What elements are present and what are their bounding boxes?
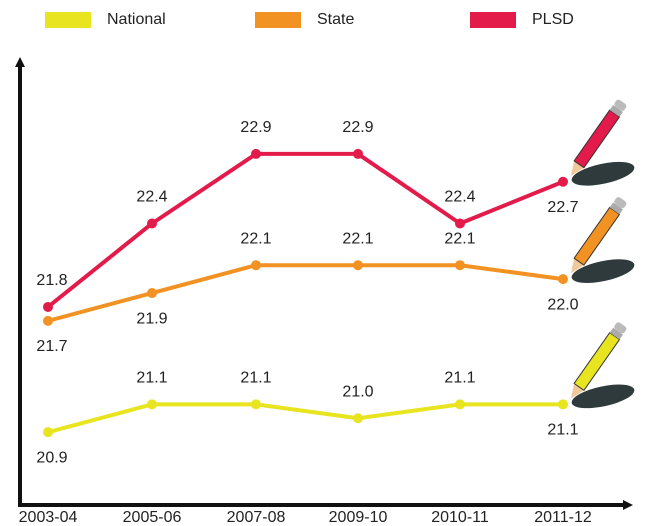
data-label: 22.9 [240, 119, 271, 136]
pencil-eraser [614, 322, 627, 334]
data-point [353, 148, 363, 159]
data-label: 22.0 [547, 296, 578, 313]
pencil-shaft [573, 206, 621, 266]
data-label: 22.9 [342, 119, 373, 136]
data-point [558, 399, 568, 410]
data-label: 21.7 [36, 338, 67, 355]
pencil-band [609, 202, 623, 215]
data-point [558, 176, 568, 187]
x-tick-label: 2003-04 [19, 509, 78, 526]
pencil-shaft [573, 331, 621, 392]
legend-swatch [470, 12, 516, 28]
pencil-tip [571, 383, 584, 399]
data-point [251, 148, 261, 159]
data-label: 22.1 [342, 230, 373, 247]
data-point [251, 260, 261, 271]
data-label: 21.1 [444, 370, 475, 387]
x-tick-label: 2005-06 [123, 509, 182, 526]
data-point [147, 218, 157, 229]
x-tick-label: 2011-12 [534, 509, 592, 526]
data-point [43, 427, 53, 438]
data-point [455, 399, 465, 410]
pencil-shadow [571, 161, 635, 186]
x-tick-label: 2010-11 [431, 509, 489, 526]
data-label: 21.1 [547, 422, 578, 439]
data-point [353, 413, 363, 424]
data-label: 22.4 [444, 189, 475, 206]
legend-swatch [45, 12, 91, 28]
pencil-shaft [573, 109, 621, 169]
data-point [558, 274, 568, 285]
pencil-body [571, 99, 627, 176]
pencil-shadow [571, 259, 635, 283]
data-point [147, 288, 157, 299]
pencil-tip [571, 258, 584, 274]
x-tick-label: 2007-08 [227, 509, 286, 526]
pencil-body [571, 322, 627, 399]
data-point [43, 301, 53, 312]
series-line [46, 151, 564, 309]
pencil-eraser [614, 197, 627, 209]
pencil-shadow [571, 384, 635, 409]
pencil-eraser [614, 99, 627, 111]
pencil [571, 99, 635, 186]
data-label: 21.0 [342, 383, 373, 400]
data-label: 21.9 [136, 310, 167, 327]
pencil-tip [571, 160, 584, 176]
data-label: 22.1 [240, 230, 271, 247]
legend-label: National [107, 11, 166, 28]
data-label: 22.4 [136, 189, 167, 206]
data-point [251, 399, 261, 410]
data-point [455, 260, 465, 271]
pencil-band [609, 327, 623, 340]
series-line [47, 402, 563, 435]
legend-label: PLSD [532, 11, 574, 28]
pencil-band [609, 105, 623, 117]
series-line [47, 263, 564, 323]
data-label: 21.8 [36, 272, 67, 289]
data-point [353, 260, 363, 271]
data-label: 21.1 [136, 370, 167, 387]
pencil [571, 322, 635, 409]
data-label: 21.1 [240, 370, 271, 387]
data-point [455, 218, 465, 229]
pencil-body [571, 197, 627, 274]
data-label: 22.7 [547, 199, 578, 216]
data-label: 20.9 [36, 449, 67, 466]
legend-label: State [317, 11, 354, 28]
x-tick-label: 2009-10 [329, 509, 388, 526]
decorations [571, 99, 635, 409]
pencil [571, 197, 635, 283]
legend-swatch [255, 12, 301, 28]
data-point [147, 399, 157, 410]
data-point [43, 315, 53, 326]
data-label: 22.1 [444, 230, 475, 247]
